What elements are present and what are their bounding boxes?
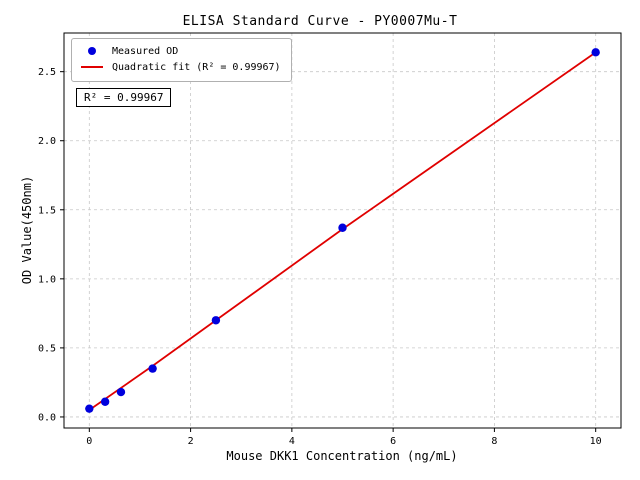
data-point bbox=[148, 364, 157, 373]
data-point bbox=[85, 404, 94, 413]
legend-label-quadratic-fit: Quadratic fit (R² = 0.99967) bbox=[112, 62, 281, 73]
y-tick-label: 1.0 bbox=[38, 274, 56, 285]
x-tick-label: 4 bbox=[289, 436, 295, 447]
scatter-marker-icon bbox=[80, 44, 104, 60]
data-point bbox=[100, 397, 110, 406]
data-point bbox=[116, 387, 126, 397]
x-axis-label: Mouse DKK1 Concentration (ng/mL) bbox=[226, 449, 458, 463]
data-point bbox=[211, 316, 221, 325]
r-squared-annotation: R² = 0.99967 bbox=[76, 88, 172, 107]
x-tick-label: 6 bbox=[390, 436, 396, 447]
legend: Measured OD Quadratic fit (R² = 0.99967) bbox=[71, 38, 292, 82]
fit-line bbox=[88, 51, 597, 411]
axes-frame bbox=[63, 32, 622, 429]
x-tick-label: 10 bbox=[590, 436, 602, 447]
data-point bbox=[591, 48, 600, 57]
y-tick-label: 2.5 bbox=[38, 67, 56, 78]
x-tick-label: 8 bbox=[491, 436, 497, 447]
x-tick-label: 0 bbox=[86, 436, 92, 447]
y-tick-label: 0.5 bbox=[38, 343, 56, 354]
legend-item-measured-od: Measured OD bbox=[80, 44, 281, 60]
legend-label-measured-od: Measured OD bbox=[112, 46, 179, 57]
y-axis-label: OD Value(450nm) bbox=[20, 175, 34, 285]
x-tick-label: 2 bbox=[188, 436, 194, 447]
data-point bbox=[338, 223, 347, 232]
y-tick-label: 1.5 bbox=[38, 205, 56, 216]
y-tick-label: 0.0 bbox=[38, 412, 56, 423]
legend-item-quadratic-fit: Quadratic fit (R² = 0.99967) bbox=[80, 60, 281, 76]
y-tick-label: 2.0 bbox=[38, 136, 56, 147]
chart-title: ELISA Standard Curve - PY0007Mu-T bbox=[182, 14, 458, 29]
line-marker-icon bbox=[80, 60, 104, 76]
